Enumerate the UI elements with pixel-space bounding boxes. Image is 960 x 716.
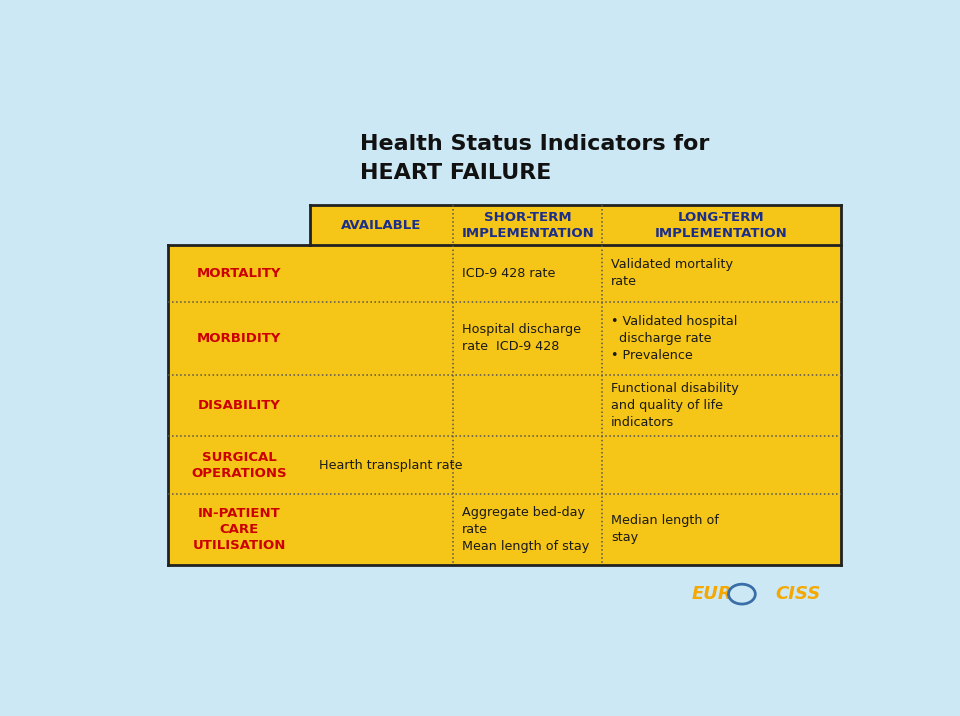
Text: SHOR-TERM
IMPLEMENTATION: SHOR-TERM IMPLEMENTATION [461, 211, 594, 240]
Text: Functional disability
and quality of life
indicators: Functional disability and quality of lif… [611, 382, 739, 429]
Text: ICD-9 428 rate: ICD-9 428 rate [462, 267, 556, 280]
Text: Aggregate bed-day
rate
Mean length of stay: Aggregate bed-day rate Mean length of st… [462, 506, 589, 553]
Text: LONG-TERM
IMPLEMENTATION: LONG-TERM IMPLEMENTATION [655, 211, 788, 240]
Text: HEART FAILURE: HEART FAILURE [360, 163, 552, 183]
Text: MORTALITY: MORTALITY [197, 267, 281, 280]
Text: Hearth transplant rate: Hearth transplant rate [319, 459, 463, 472]
Text: SURGICAL
OPERATIONS: SURGICAL OPERATIONS [191, 450, 287, 480]
Text: CISS: CISS [776, 585, 821, 603]
Text: DISABILITY: DISABILITY [198, 399, 280, 412]
Text: IN-PATIENT
CARE
UTILISATION: IN-PATIENT CARE UTILISATION [192, 507, 286, 552]
Text: AVAILABLE: AVAILABLE [342, 219, 421, 232]
Text: Median length of
stay: Median length of stay [611, 514, 719, 544]
Text: Validated mortality
rate: Validated mortality rate [611, 258, 733, 289]
Text: Health Status Indicators for: Health Status Indicators for [360, 134, 709, 154]
Text: • Validated hospital
  discharge rate
• Prevalence: • Validated hospital discharge rate • Pr… [611, 314, 737, 362]
Text: MORBIDITY: MORBIDITY [197, 332, 281, 344]
Text: EUR: EUR [691, 585, 732, 603]
Bar [310, 205, 841, 246]
Text: Hospital discharge
rate  ICD-9 428: Hospital discharge rate ICD-9 428 [462, 323, 581, 353]
